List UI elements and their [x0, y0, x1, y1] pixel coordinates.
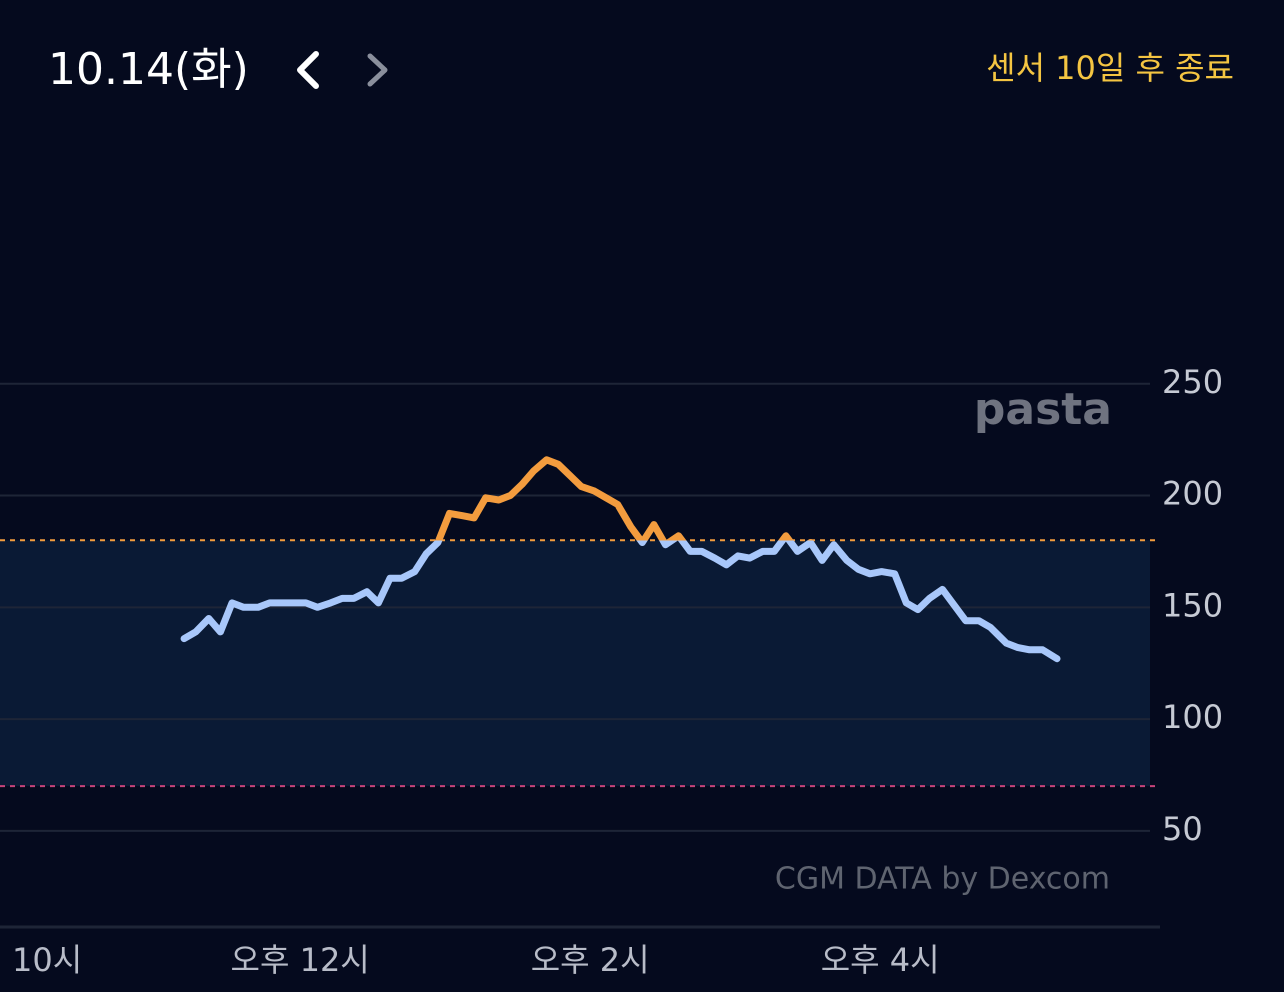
x-tick-label: 오후 12시	[231, 941, 370, 979]
y-tick-label: 100	[1162, 698, 1223, 736]
date-title: 10.14(화)	[48, 44, 249, 95]
chart: 50 100 150 200 250 10시 오후 12시 오후 2시 오후 4시 pasta CG…	[0, 363, 1223, 979]
sensor-status: 센서 10일 후 종료	[986, 49, 1234, 87]
y-tick-label: 50	[1162, 810, 1203, 848]
glucose-line	[180, 456, 1061, 663]
x-tick-label: 10시	[12, 941, 82, 979]
y-tick-label: 200	[1162, 475, 1223, 513]
next-day-button[interactable]	[367, 53, 388, 87]
watermark: pasta	[974, 384, 1112, 435]
y-tick-label: 150	[1162, 586, 1223, 624]
prev-day-button[interactable]	[297, 51, 319, 89]
source-note: CGM DATA by Dexcom	[775, 862, 1110, 897]
y-tick-label: 250	[1162, 363, 1223, 401]
x-tick-label: 오후 2시	[531, 941, 650, 979]
x-tick-label: 오후 4시	[821, 941, 940, 979]
target-range	[0, 540, 1150, 787]
